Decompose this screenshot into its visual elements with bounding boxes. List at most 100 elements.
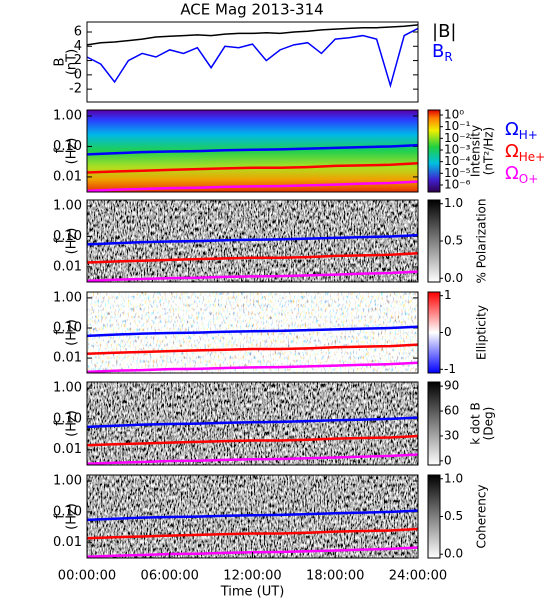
spectrogram-bg [87,110,418,192]
y-tick-label: 0.01 [53,259,82,274]
legend-name: Ω [505,163,519,184]
colorbar-tick-label: 0.5 [444,509,463,523]
y-tick-label: 0.01 [53,169,82,184]
y-axis-label: (Hz) [65,138,80,165]
y-tick-label: 1.00 [53,108,82,123]
data-line [86,527,419,540]
y-tick-label: 0.10 [53,229,82,244]
colorbar-label: (Deg) [482,407,496,441]
y-tick-label: 0.01 [53,535,82,550]
plot-frame [86,199,419,283]
data-line [86,270,419,283]
y-tick-label: 0.10 [53,504,82,519]
y-axis-label: B [53,58,68,67]
y-tick-label: 0 [74,67,82,82]
plot-frame [86,21,419,103]
data-line [86,343,419,355]
spectrogram-bg [87,382,418,465]
colorbar-tick-label: 10⁻⁴ [444,154,471,168]
legend-label: |B| [432,21,456,42]
colorbar-tick-label: 1.0 [444,196,463,210]
y-axis-label: (Hz) [65,410,80,437]
colorbar-tick-label: 10⁻⁵ [444,166,471,180]
data-line [86,361,419,374]
y-tick-label: 1.00 [53,198,82,213]
colorbar-tick-label: 10⁻⁶ [444,177,471,191]
x-tick-label: 18:00:00 [306,569,364,584]
legend-subscript: R [444,50,452,64]
colorbar-tick-label: 0.0 [444,271,463,285]
colorbar-tick-label: 10⁻¹ [444,119,471,133]
y-tick-label: 4 [74,39,82,54]
data-line [86,325,419,338]
legend-name: Ω [505,141,519,162]
colorbar [427,474,441,559]
y-tick-label: 1.00 [53,290,82,305]
y-tick-label: -2 [69,82,82,97]
y-axis-label: (nT) [65,49,80,75]
colorbar-tick-label: 90 [444,379,459,393]
colorbar-label: Intensity [469,125,483,177]
colorbar-tick-label: 0 [444,453,452,467]
y-axis-label: (Hz) [65,503,80,530]
colorbar-tick-label: 30 [444,428,459,442]
colorbar-tick-label: 60 [444,404,459,418]
colorbar [427,291,441,374]
y-axis-label: (Hz) [65,319,80,346]
legend-label: ΩO+ [505,163,538,186]
y-tick-label: 0.01 [53,351,82,366]
legend-name: B [432,41,444,62]
colorbar-label: % Polarization [475,199,489,284]
legend-label: ΩHe+ [505,141,545,164]
colorbar-tick-label: 0 [444,325,452,339]
x-tick-label: 12:00:00 [223,569,281,584]
plot-frame [86,109,419,193]
y-axis-label: (Hz) [65,228,80,255]
x-tick-label: 00:00:00 [58,569,116,584]
data-line [86,434,419,447]
y-tick-label: 2 [74,53,82,68]
data-line [86,24,419,46]
colorbar-tick-label: -1 [444,362,456,376]
y-tick-label: 1.00 [53,381,82,396]
colorbar-tick-label: 10⁰ [444,108,464,122]
data-line [86,252,419,264]
y-tick-label: 6 [74,25,82,40]
y-tick-label: 0.10 [53,411,82,426]
y-tick-label: 1.00 [53,474,82,489]
spectrogram-bg [87,475,418,558]
y-axis-label: f [53,238,68,243]
data-line [86,27,419,89]
y-tick-label: 0.10 [53,139,82,154]
legend-subscript: O+ [519,172,539,186]
colorbar [427,381,441,466]
plot-frame [86,291,419,374]
legend-subscript: H+ [519,128,538,142]
y-axis-label: f [53,514,68,519]
colorbar-tick-label: 10⁻² [444,131,471,145]
legend-label: ΩH+ [505,119,538,142]
colorbar-tick-label: 0.5 [444,234,463,248]
y-tick-label: 0.01 [53,442,82,457]
colorbar-tick-label: 1 [444,288,452,302]
spectrogram-bg [87,292,418,373]
x-tick-label: 06:00:00 [141,569,199,584]
plot-frame [86,381,419,466]
data-line [86,453,419,466]
y-axis-label: f [53,148,68,153]
data-line [86,416,419,429]
y-axis-label: f [53,421,68,426]
y-tick-label: 0.10 [53,321,82,336]
legend-name: Ω [505,119,519,140]
chart-title: ACE Mag 2013-314 [180,1,323,19]
legend-subscript: He+ [519,150,545,164]
colorbar [427,199,441,283]
data-line [86,233,419,246]
colorbar-tick-label: 0.0 [444,547,463,561]
legend-label: BR [432,41,453,64]
colorbar-tick-label: 1.0 [444,471,463,485]
data-line [86,509,419,522]
colorbar-label: Ellipticity [475,305,489,360]
